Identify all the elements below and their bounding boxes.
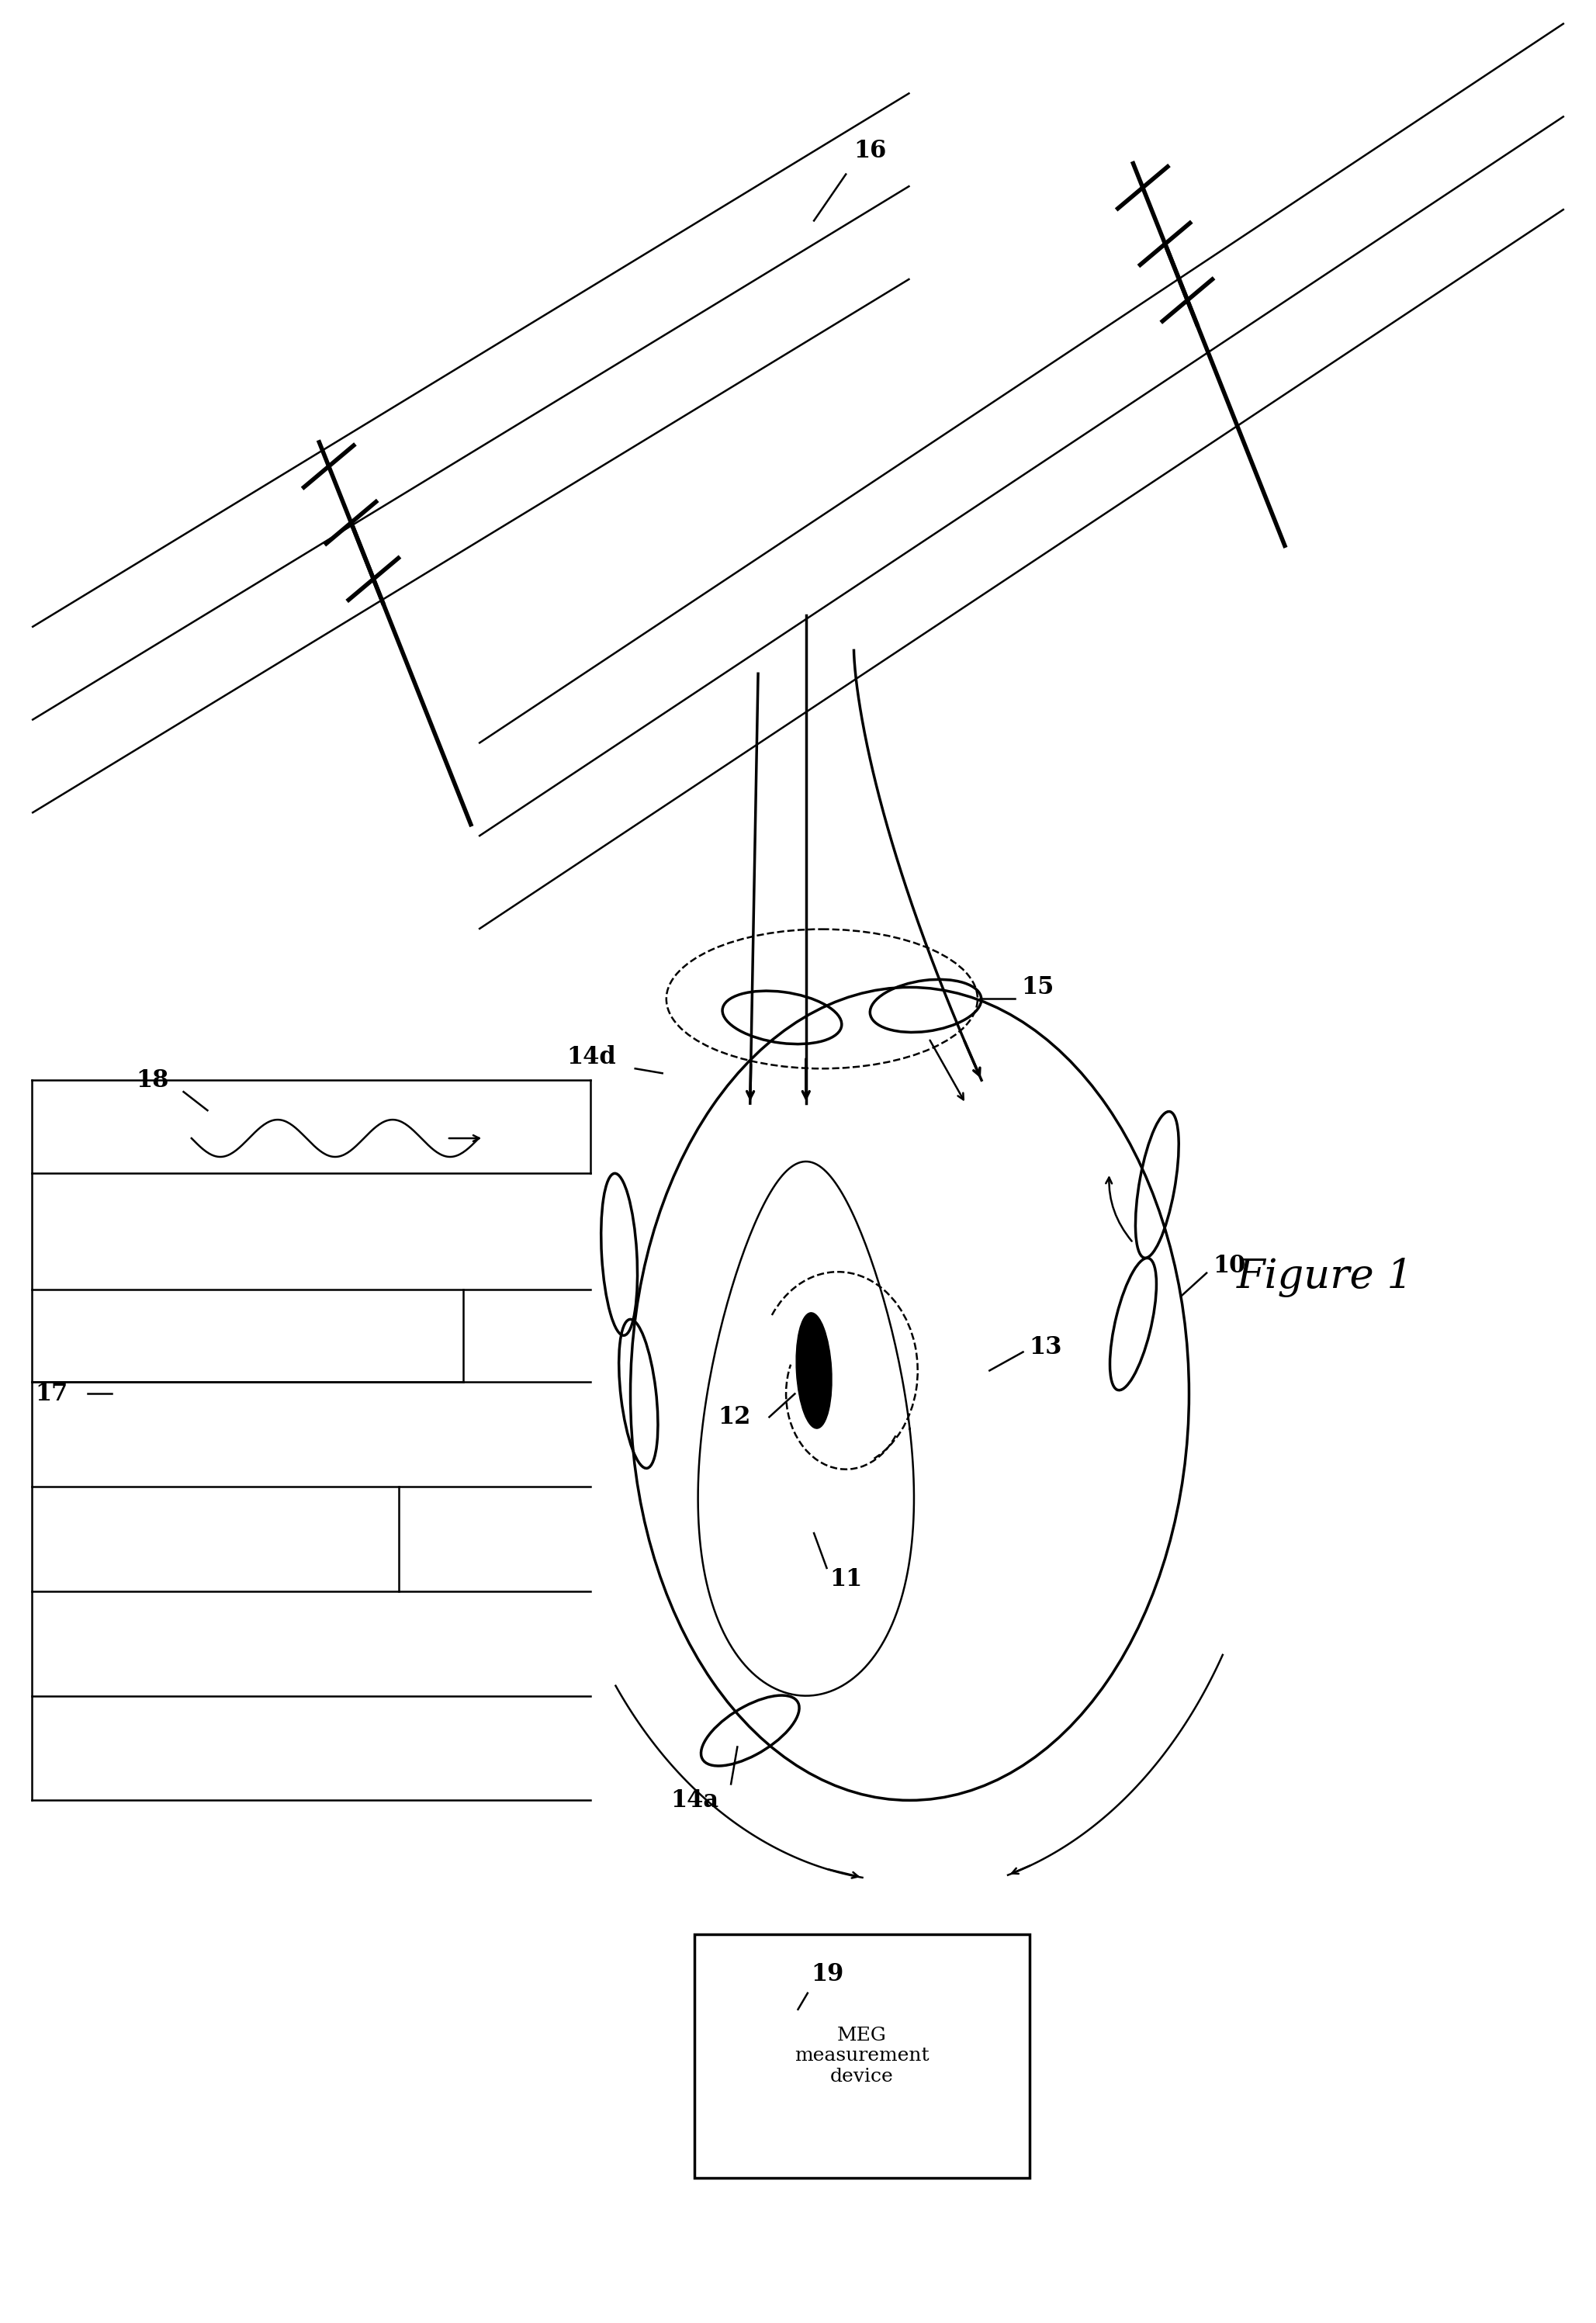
Text: 18: 18 xyxy=(136,1069,169,1092)
Text: 10: 10 xyxy=(1213,1254,1246,1278)
Text: Figure 1: Figure 1 xyxy=(1237,1257,1412,1299)
Text: MEG
measurement
device: MEG measurement device xyxy=(795,2026,929,2086)
FancyBboxPatch shape xyxy=(694,1933,1029,2179)
Text: 16: 16 xyxy=(854,139,887,163)
Ellipse shape xyxy=(796,1312,832,1429)
Text: 12: 12 xyxy=(718,1405,752,1429)
Text: 14d: 14d xyxy=(567,1045,616,1069)
Text: 15: 15 xyxy=(1021,976,1055,999)
Text: 11: 11 xyxy=(830,1568,863,1591)
Text: 14a: 14a xyxy=(670,1789,718,1812)
Text: 17: 17 xyxy=(35,1382,69,1405)
Text: 13: 13 xyxy=(1029,1336,1063,1359)
Text: 19: 19 xyxy=(811,1963,844,1986)
